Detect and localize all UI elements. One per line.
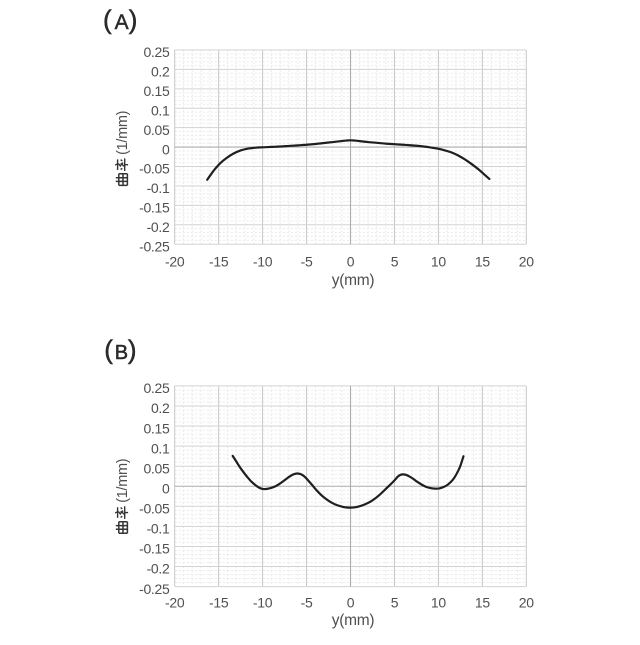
svg-text:0.25: 0.25 — [143, 380, 170, 396]
svg-text:5: 5 — [391, 595, 399, 611]
svg-text:-0.1: -0.1 — [147, 521, 170, 537]
svg-text:-15: -15 — [209, 595, 229, 611]
svg-text:0.15: 0.15 — [143, 420, 170, 436]
svg-text:): ) — [128, 334, 137, 364]
svg-text:-0.05: -0.05 — [139, 501, 170, 517]
svg-text:0.1: 0.1 — [151, 102, 170, 118]
svg-text:y(mm): y(mm) — [332, 272, 375, 289]
svg-text:0.2: 0.2 — [151, 64, 170, 80]
svg-text:-0.25: -0.25 — [139, 581, 170, 597]
svg-text:A: A — [115, 11, 129, 34]
svg-text:0: 0 — [162, 480, 170, 496]
svg-text:-10: -10 — [253, 253, 273, 269]
svg-text:-20: -20 — [165, 595, 185, 611]
svg-text:-0.25: -0.25 — [139, 238, 170, 254]
svg-text:15: 15 — [475, 253, 490, 269]
svg-text:-0.2: -0.2 — [147, 219, 170, 235]
svg-text:10: 10 — [431, 253, 446, 269]
svg-text:(: ( — [104, 334, 113, 364]
svg-text:0.25: 0.25 — [143, 44, 170, 60]
svg-text:-0.05: -0.05 — [139, 161, 170, 177]
svg-text:B: B — [115, 342, 128, 364]
svg-text:): ) — [129, 5, 138, 35]
svg-text:-0.1: -0.1 — [147, 180, 170, 196]
svg-text:0.15: 0.15 — [143, 83, 170, 99]
svg-text:-10: -10 — [253, 595, 273, 611]
svg-text:15: 15 — [475, 595, 490, 611]
svg-text:0.2: 0.2 — [151, 400, 170, 416]
svg-text:-20: -20 — [165, 253, 185, 269]
svg-text:0: 0 — [347, 595, 355, 611]
svg-text:0.1: 0.1 — [151, 440, 170, 456]
svg-text:-5: -5 — [301, 253, 313, 269]
svg-text:-0.15: -0.15 — [139, 200, 170, 216]
svg-text:0.05: 0.05 — [143, 460, 170, 476]
svg-text:-0.2: -0.2 — [147, 561, 170, 577]
svg-text:(1/mm): (1/mm) — [115, 459, 131, 503]
svg-text:-5: -5 — [301, 595, 313, 611]
svg-text:0: 0 — [347, 253, 355, 269]
svg-text:20: 20 — [519, 595, 534, 611]
svg-text:-0.15: -0.15 — [139, 541, 170, 557]
svg-text:y(mm): y(mm) — [332, 612, 375, 629]
svg-text:(1/mm): (1/mm) — [115, 111, 131, 155]
svg-text:20: 20 — [519, 253, 534, 269]
svg-text:0: 0 — [162, 141, 170, 157]
svg-text:(: ( — [103, 5, 112, 35]
svg-text:10: 10 — [431, 595, 446, 611]
svg-text:-15: -15 — [209, 253, 229, 269]
svg-text:0.05: 0.05 — [143, 122, 170, 138]
svg-text:5: 5 — [391, 253, 399, 269]
